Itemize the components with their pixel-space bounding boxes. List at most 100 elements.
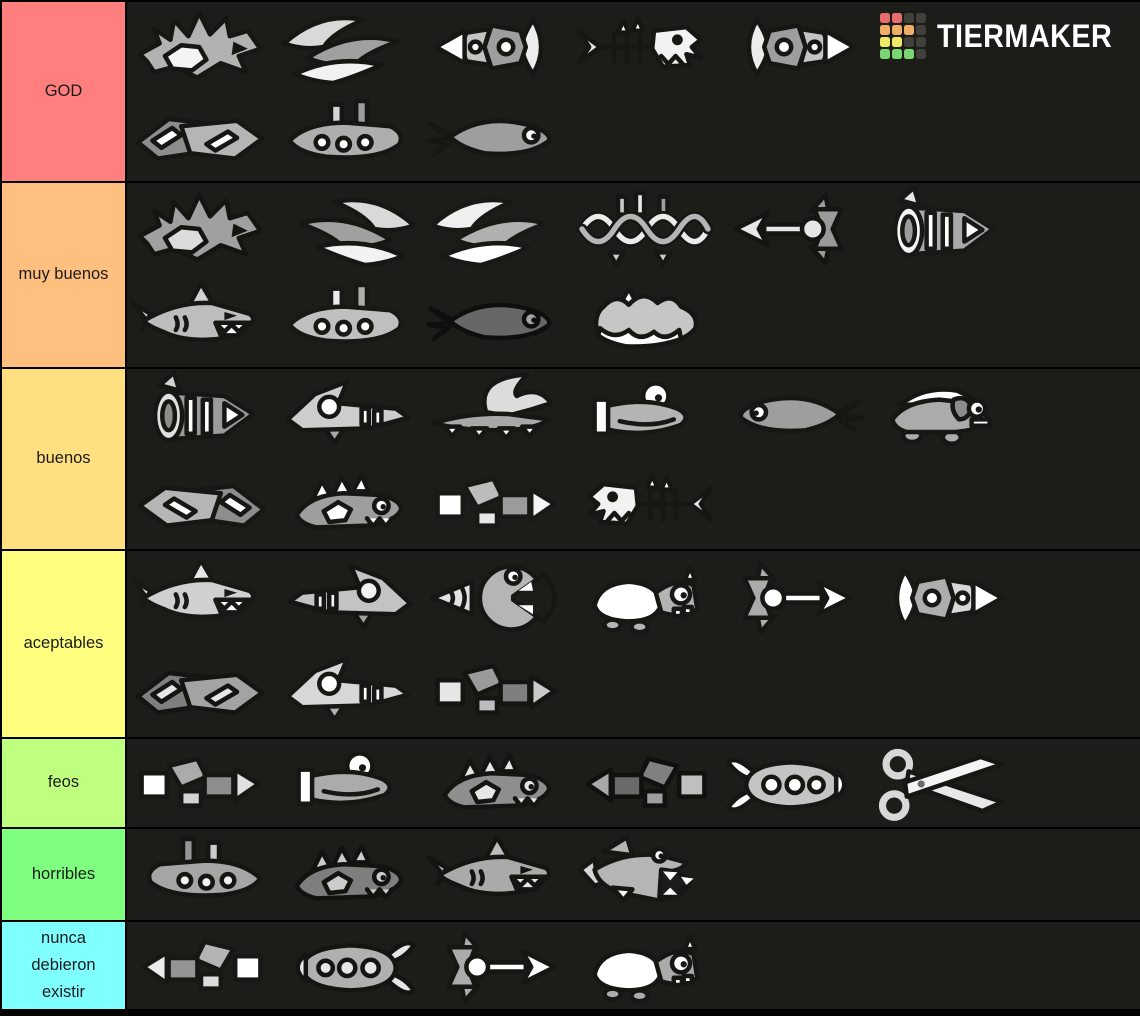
segmented-lance-rocket[interactable]: [719, 2, 867, 92]
eyepatch-fish[interactable]: [571, 553, 719, 643]
blocky-freighter-ship[interactable]: [127, 92, 275, 182]
logo-square: [904, 13, 914, 23]
tier-label-feos: feos: [0, 739, 127, 827]
spike-fin-skeleton[interactable]: [571, 459, 719, 549]
shark[interactable]: [127, 276, 275, 366]
arrow-pierced-ship[interactable]: [423, 922, 571, 1012]
tier-item-line: [127, 459, 1140, 549]
lance-sprite-icon: [423, 2, 571, 92]
tier-row-buenos: buenos: [0, 369, 1140, 551]
skeleton-sprite-icon: [571, 459, 719, 549]
shark-sprite-icon: [127, 276, 275, 366]
tier-label-text: aceptables: [23, 634, 104, 653]
eyeball-submarine[interactable]: [275, 739, 423, 829]
dino-mouth-monster[interactable]: [275, 830, 423, 920]
tier-item-line: [127, 551, 1140, 644]
drill-sprite-icon: [423, 553, 571, 643]
jet-sprite-icon: [275, 369, 423, 459]
cartoon-rocket[interactable]: [719, 739, 867, 829]
spiky-sprite-icon: [127, 2, 275, 92]
triple-blade-fish[interactable]: [423, 184, 571, 274]
tier-item-line: [127, 829, 1140, 920]
comet-sprite-icon: [719, 369, 867, 459]
tier-item-line: [127, 183, 1140, 275]
big-porthole-shark-sub[interactable]: [275, 922, 423, 1012]
logo-square: [880, 37, 890, 47]
blades-sprite-icon: [275, 184, 423, 274]
folded-jet-ship[interactable]: [275, 646, 423, 736]
armored-crescent-ship[interactable]: [275, 184, 423, 274]
arrow-shark[interactable]: [719, 369, 867, 459]
jet-sprite-icon: [275, 646, 423, 736]
disc-fin-rocket[interactable]: [719, 553, 867, 643]
zigzag-layer-ship[interactable]: [127, 646, 275, 736]
spike-blade-ship[interactable]: [275, 2, 423, 92]
shark-sprite-icon: [127, 553, 275, 643]
winged-serpent[interactable]: [423, 369, 571, 459]
turbine-engine-ship[interactable]: [127, 369, 275, 459]
jet-shark[interactable]: [275, 369, 423, 459]
faceted-shark[interactable]: [127, 459, 275, 549]
harpoon-ship[interactable]: [719, 184, 867, 274]
lance-cannon-ship[interactable]: [867, 184, 1015, 274]
abstract-block-ship[interactable]: [127, 739, 275, 829]
logo-square: [892, 49, 902, 59]
porthole-block-sub[interactable]: [127, 830, 275, 920]
hex-segment-ship[interactable]: [423, 459, 571, 549]
tier-items-buenos: [127, 369, 1140, 549]
logo-square: [916, 49, 926, 59]
comet-sprite-icon: [423, 92, 571, 182]
spiky-sprite-icon: [127, 184, 275, 274]
tiermaker-logo: TIERMAKER: [880, 13, 1132, 59]
drill-chomper-fish[interactable]: [423, 553, 571, 643]
tier-row-horribles: horribles: [0, 829, 1140, 922]
orb-armor-ship[interactable]: [423, 2, 571, 92]
blocky-sprite-icon: [127, 92, 275, 182]
logo-square: [880, 13, 890, 23]
dna-helix-ship[interactable]: [571, 184, 719, 274]
logo-square: [904, 25, 914, 35]
cone-torpedo-ship[interactable]: [867, 553, 1015, 643]
tier-item-line: [127, 92, 1140, 182]
whale-submarine[interactable]: [571, 369, 719, 459]
toothshark-sprite-icon: [571, 830, 719, 920]
lance-sprite-icon: [867, 553, 1015, 643]
skeleton-sprite-icon: [571, 2, 719, 92]
angular-shark[interactable]: [275, 553, 423, 643]
scissors[interactable]: [867, 739, 1015, 829]
submarine-sprite-icon: [275, 92, 423, 182]
critter-sprite-icon: [867, 369, 1015, 459]
skeleton-fish[interactable]: [571, 2, 719, 92]
blocky-sprite-icon: [127, 459, 275, 549]
fin-eye-shark[interactable]: [423, 830, 571, 920]
logo-square: [904, 49, 914, 59]
comet-fish[interactable]: [423, 92, 571, 182]
derpy-turtle-fish[interactable]: [571, 922, 719, 1012]
logo-square: [892, 25, 902, 35]
porthole-submarine[interactable]: [275, 276, 423, 366]
sea-monster-whale[interactable]: [571, 276, 719, 366]
tier-row-god: GOD: [0, 0, 1140, 183]
dragon-diamond-ship[interactable]: [127, 2, 275, 92]
dark-spiky-fish[interactable]: [423, 276, 571, 366]
blocks-sprite-icon: [571, 739, 719, 829]
cone-block-ship[interactable]: [127, 922, 275, 1012]
dino-sprite-icon: [275, 830, 423, 920]
lance-sprite-icon: [719, 2, 867, 92]
dino-sprite-icon: [275, 459, 423, 549]
tier-label-text: muy buenos: [18, 265, 109, 284]
pillar-barge-ship[interactable]: [275, 92, 423, 182]
scrap-wreck-ship[interactable]: [571, 739, 719, 829]
logo-square: [892, 37, 902, 47]
logo-square: [904, 37, 914, 47]
tier-label-text: nunca debieron existir: [31, 928, 96, 1002]
dino-fish[interactable]: [275, 459, 423, 549]
puppy-fish[interactable]: [867, 369, 1015, 459]
derpy-sprite-icon: [571, 922, 719, 1012]
toothy-shark[interactable]: [571, 830, 719, 920]
robo-dino-fish[interactable]: [423, 739, 571, 829]
round-eye-shark[interactable]: [127, 553, 275, 643]
tank-block-ship[interactable]: [423, 646, 571, 736]
spiky-dragon-serpent[interactable]: [127, 184, 275, 274]
rocket-sprite-icon: [275, 922, 423, 1012]
